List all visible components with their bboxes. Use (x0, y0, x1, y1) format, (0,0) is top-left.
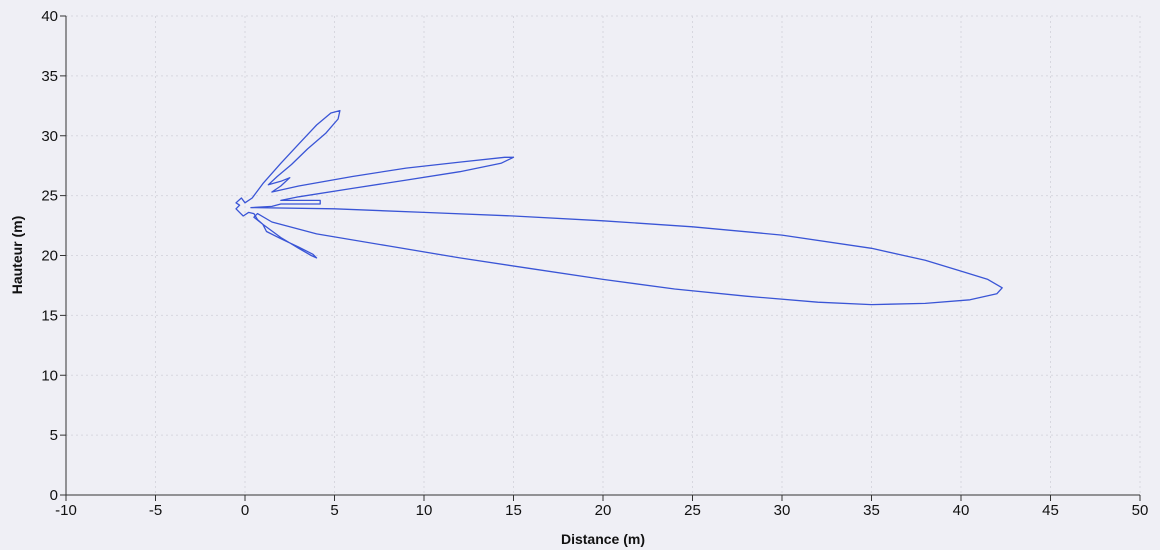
y-tick-label: 40 (41, 8, 58, 25)
x-tick-label: 45 (1042, 502, 1059, 519)
y-axis-label: Hauteur (m) (9, 216, 25, 295)
y-tick-label: 15 (41, 307, 58, 324)
series-line (235, 109, 1003, 306)
x-tick-label: -10 (55, 502, 77, 519)
y-tick-label: 25 (41, 188, 58, 205)
x-tick-label: 15 (505, 502, 522, 519)
x-tick-label: 50 (1132, 502, 1149, 519)
y-tick-label: 30 (41, 128, 58, 145)
y-tick-label: 35 (41, 68, 58, 85)
plot-area (235, 109, 1003, 306)
x-tick-label: 10 (416, 502, 433, 519)
x-tick-label: 30 (774, 502, 791, 519)
x-tick-label: 20 (595, 502, 612, 519)
y-tick-label: 0 (50, 487, 58, 504)
x-axis-label: Distance (m) (561, 531, 645, 547)
x-tick-label: 40 (953, 502, 970, 519)
grid-lines (66, 15, 1141, 495)
x-tick-label: 0 (241, 502, 249, 519)
x-tick-label: -5 (149, 502, 162, 519)
tick-marks: -10 -5 0 5 10 15 20 25 30 35 40 45 50 0 5 10 15 20 25 30 35 4… (41, 8, 1148, 519)
x-tick-label: 25 (684, 502, 701, 519)
x-tick-label: 5 (330, 502, 338, 519)
x-tick-label: 35 (863, 502, 880, 519)
y-tick-label: 20 (41, 248, 58, 265)
y-tick-label: 10 (41, 367, 58, 384)
y-tick-label: 5 (50, 427, 58, 444)
